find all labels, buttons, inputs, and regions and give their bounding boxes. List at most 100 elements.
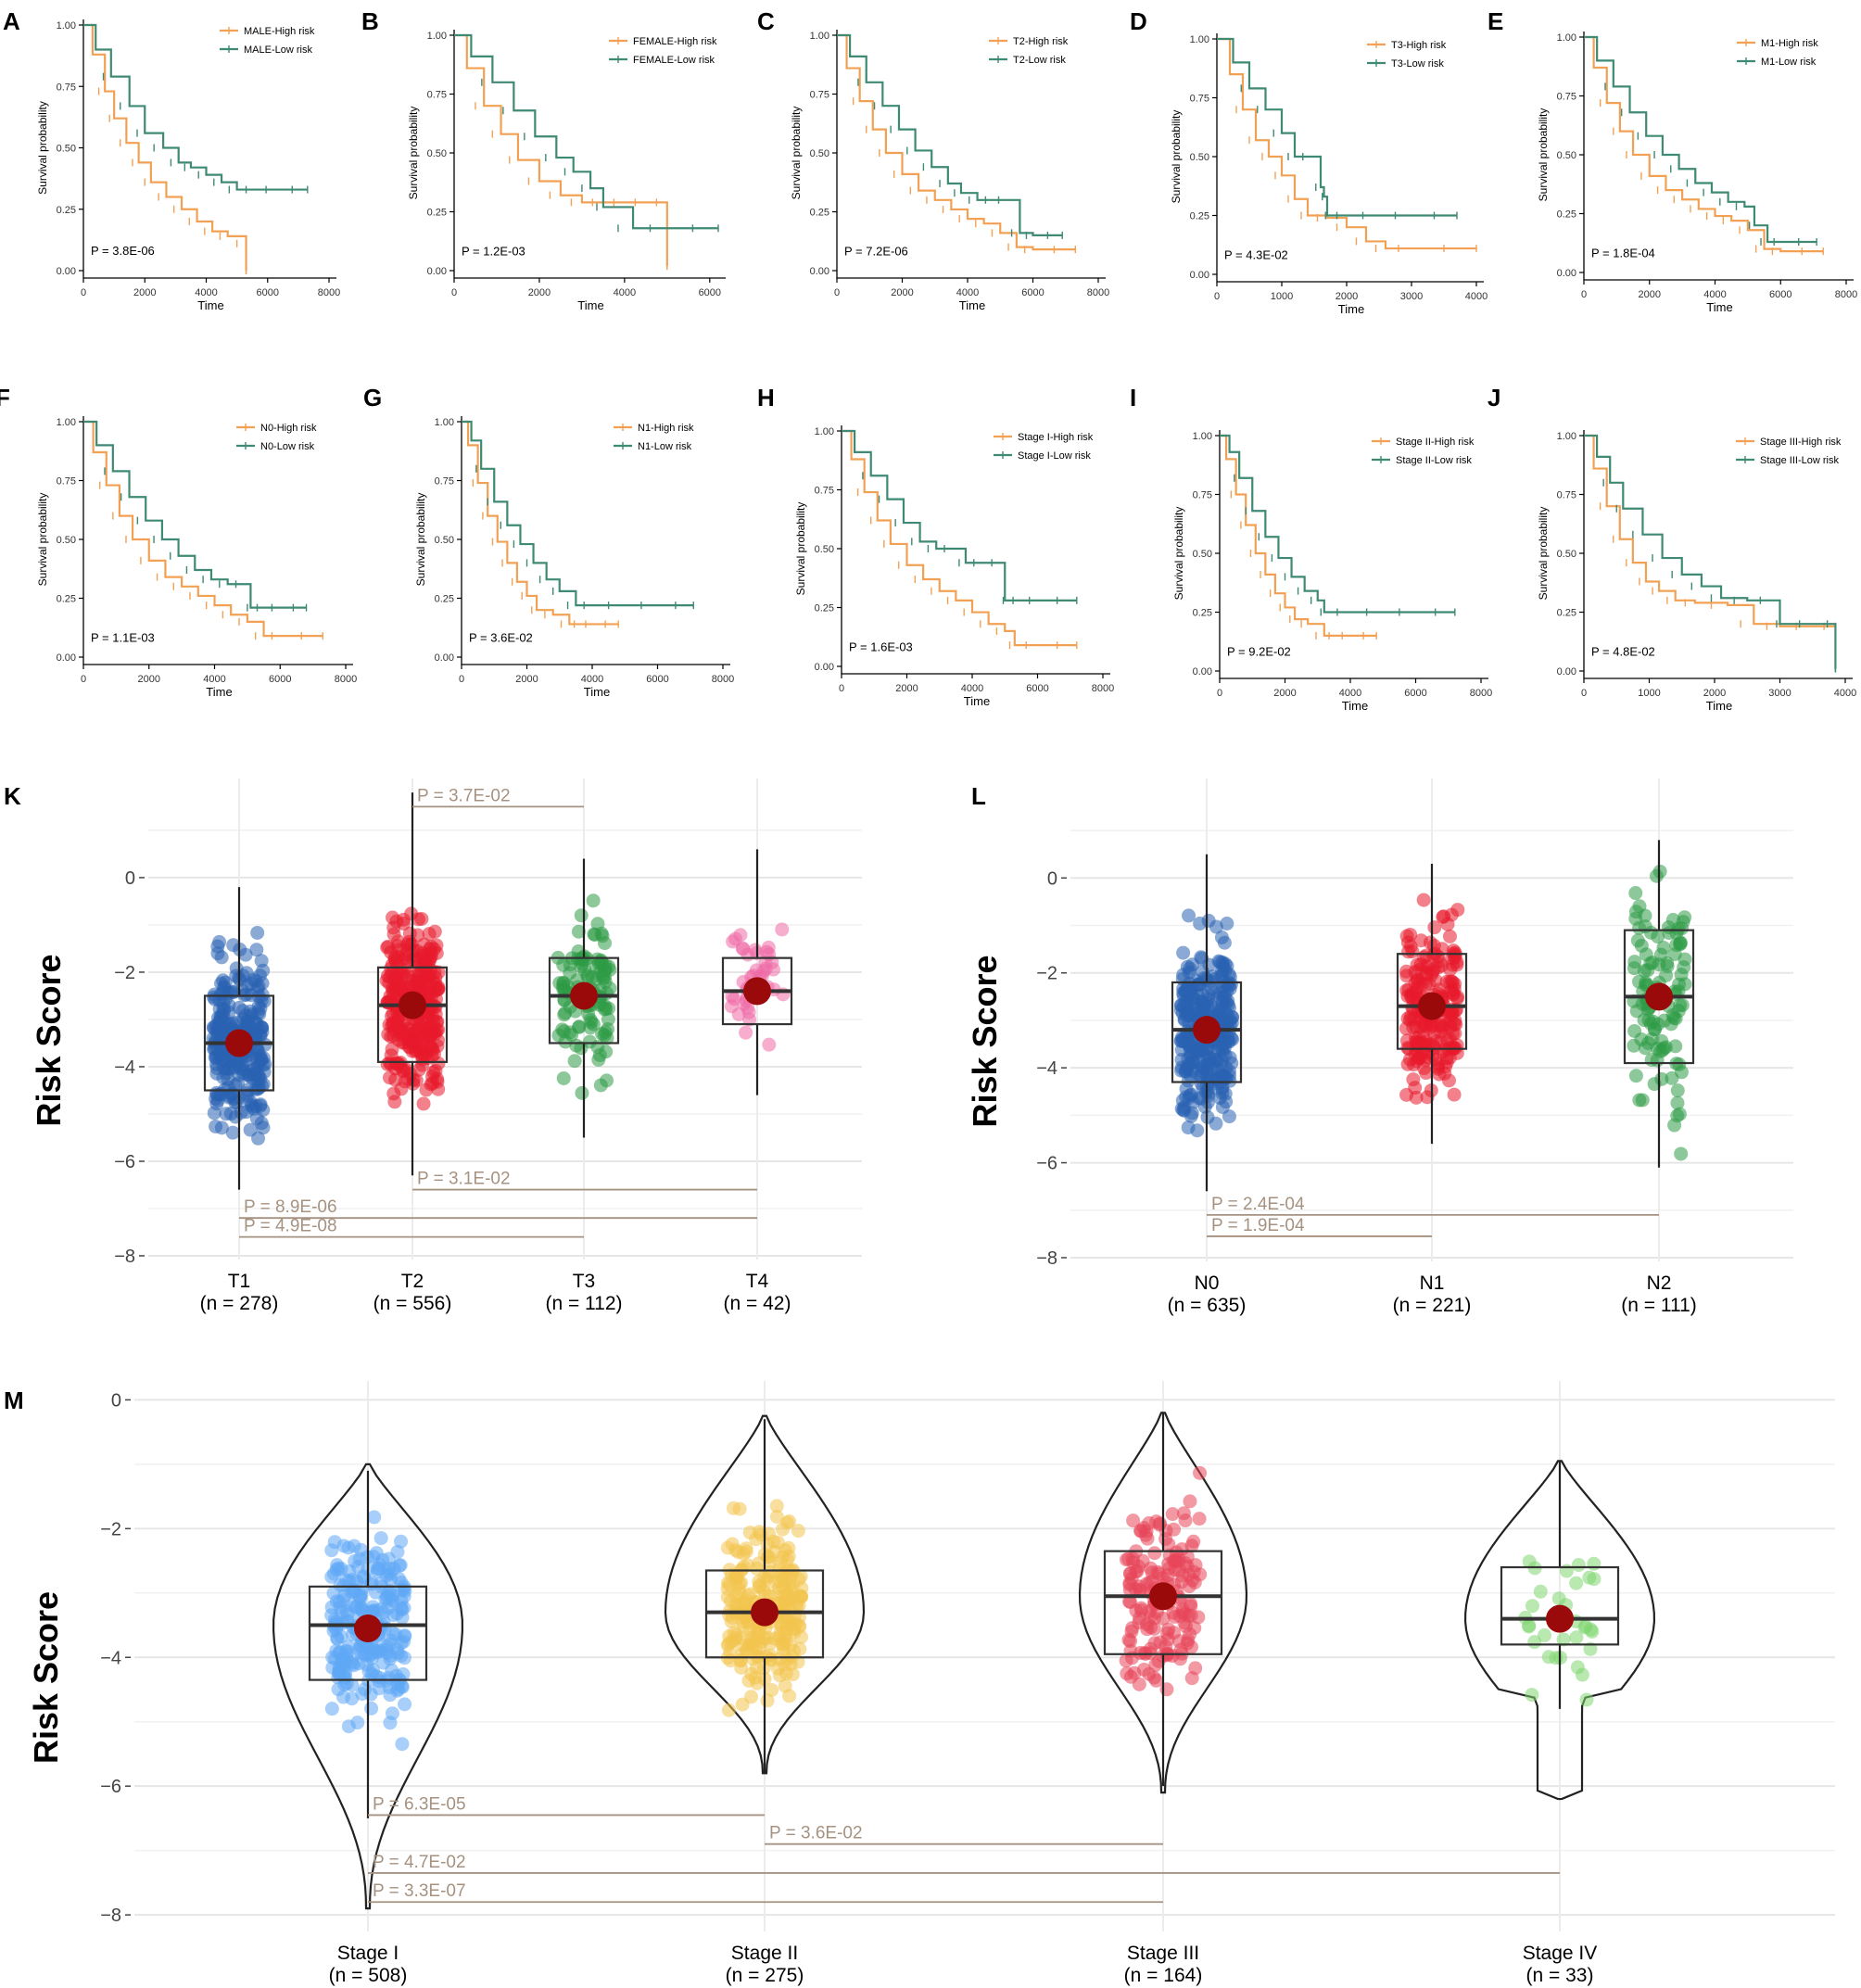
data-point [250,925,265,940]
panel-letter: D [1130,7,1147,35]
data-point [1220,917,1234,931]
data-point [1400,989,1415,1004]
mean-point [1193,1016,1221,1045]
data-point [219,1107,234,1121]
data-point [1179,1082,1194,1096]
y-tick-label: 1.00 [1190,34,1209,45]
km-curve-low-risk [1584,35,1817,244]
significance-label: P = 3.1E-02 [417,1170,511,1189]
data-point [1180,1008,1195,1023]
x-tick-label: 8000 [1087,287,1109,298]
p-value: P = 4.8E-02 [1591,645,1655,659]
km-curve-low-risk [454,33,718,230]
y-tick-label: −4 [1036,1058,1057,1079]
x-tick-label: 0 [834,287,840,298]
y-tick-label: 1.00 [57,417,76,428]
data-point [1193,1465,1208,1480]
km-curve-high-risk [1220,434,1377,637]
km-curve-low-risk [83,23,308,191]
data-point [1551,1591,1566,1606]
p-value: P = 7.2E-06 [844,245,908,259]
data-point [226,1053,241,1068]
km-curve-high-risk [1584,434,1836,627]
data-point [1423,935,1437,950]
y-tick-label: 0.00 [810,266,829,277]
data-point [1222,1000,1236,1015]
data-point [1144,1561,1158,1576]
x-tick-label: 2000 [1703,688,1726,699]
data-point [779,1515,794,1530]
data-point [781,1549,796,1564]
x-tick-label: 0 [1217,688,1222,699]
y-tick-label: 1.00 [1193,431,1212,442]
data-point [1654,1071,1669,1086]
x-tick-label: 2000 [891,287,913,298]
x-tick-label: 1000 [1638,688,1660,699]
data-point [223,985,238,1000]
data-point [1635,1093,1650,1108]
data-point [724,999,739,1014]
data-point [381,1027,396,1042]
significance-label: P = 8.9E-06 [244,1197,337,1217]
data-point [248,1082,263,1096]
x-count-label: (n = 112) [545,1293,622,1314]
y-tick-label: −8 [114,1247,135,1267]
y-tick-label: 0.50 [435,535,454,546]
mean-point [1149,1582,1177,1611]
data-point [367,1510,382,1525]
p-value: P = 1.2E-03 [462,245,525,259]
data-point [575,956,589,971]
data-point [1215,1085,1230,1100]
box [1103,1550,1223,1655]
significance-label: P = 4.9E-08 [244,1217,337,1236]
data-point [736,942,751,956]
y-tick-label: −2 [1036,964,1057,984]
box [548,956,620,1045]
data-point [1176,968,1191,982]
data-point [428,1000,443,1015]
significance-label: P = 3.3E-07 [373,1881,466,1901]
data-point [1209,919,1223,934]
y-tick-label: 0.00 [1557,666,1576,677]
data-point [1165,1507,1180,1522]
data-point [1426,962,1441,977]
data-point [1570,1660,1585,1675]
km-panel-f: F 0.00 0.25 0.50 0.75 1.00 0 2000 4000 6000 8000 Ti… [0,384,357,699]
data-point [1194,1091,1209,1106]
data-point [253,1098,268,1113]
data-point [571,924,586,939]
legend-label: Stage II-Low risk [1396,455,1472,466]
data-point [430,1071,445,1086]
box [376,966,449,1063]
data-point [1406,1072,1421,1087]
x-tick-label: 2000 [1639,289,1661,300]
y-tick-label: 0.00 [1190,270,1209,281]
km-curve-high-risk [842,429,1077,647]
data-point [254,1116,269,1131]
data-point [249,1028,264,1043]
data-point [1192,1512,1207,1526]
data-point [1134,1602,1149,1617]
y-tick-label: 0.00 [1557,268,1576,279]
y-tick-label: 0.50 [815,544,834,555]
data-point [256,963,271,978]
x-axis-title: Time [1706,699,1732,713]
data-point [1660,958,1675,973]
data-point [1176,1506,1191,1521]
data-point [1399,969,1414,983]
data-point [324,1569,339,1584]
data-point [1628,1069,1643,1083]
km-curve-low-risk [842,429,1077,601]
data-point [787,1607,802,1622]
data-point [1657,1013,1672,1028]
x-axis-title: Time [206,685,232,699]
x-axis-title: Time [964,694,990,708]
data-point [1416,950,1431,965]
data-point [1662,926,1677,941]
y-tick-label: 0.00 [57,266,76,277]
legend-label: N0-High risk [260,423,317,434]
data-point [209,1119,223,1133]
data-point [351,1642,366,1657]
data-point [354,1600,369,1614]
x-tick-label: T3 [573,1271,596,1292]
